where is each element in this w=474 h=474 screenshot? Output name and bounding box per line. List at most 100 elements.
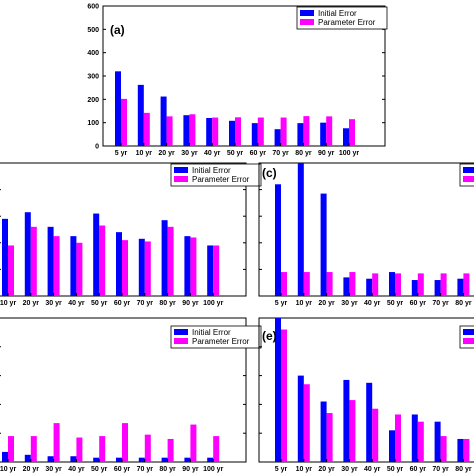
x-tick-label: 90 yr bbox=[182, 300, 199, 307]
initial-error-bar bbox=[137, 84, 144, 146]
x-tick-label: 70 yr bbox=[432, 300, 449, 307]
legend-swatch bbox=[300, 10, 314, 16]
initial-error-bar bbox=[161, 457, 168, 462]
initial-error-bar bbox=[70, 456, 77, 462]
y-tick-label: 0 bbox=[95, 144, 99, 151]
x-tick-label: 30 yr bbox=[341, 300, 358, 307]
legend-box bbox=[170, 163, 262, 187]
parameter-error-bar bbox=[167, 438, 174, 462]
x-tick-label: 70 yr bbox=[137, 466, 154, 473]
initial-error-bar bbox=[184, 457, 191, 462]
parameter-error-bar bbox=[213, 245, 220, 296]
parameter-error-bar bbox=[30, 436, 37, 462]
parameter-error-bar bbox=[395, 273, 401, 296]
parameter-error-bar bbox=[190, 424, 197, 462]
x-tick-label: 80 yr bbox=[455, 466, 472, 473]
x-tick-label: 60 yr bbox=[114, 466, 131, 473]
initial-error-bar bbox=[320, 122, 327, 146]
parameter-error-bar bbox=[121, 98, 127, 146]
y-tick-label: 600 bbox=[87, 4, 99, 11]
initial-error-bar bbox=[229, 120, 235, 146]
x-tick-label: 10 yr bbox=[296, 466, 313, 473]
parameter-error-bar bbox=[349, 400, 356, 462]
x-tick-label: 60 yr bbox=[410, 300, 427, 307]
legend-swatch bbox=[463, 329, 474, 335]
x-tick-label: 60 yr bbox=[250, 150, 267, 157]
initial-error-bar bbox=[297, 375, 304, 462]
panel-d: 10 yr 20 yr 30 yr 40 yr 50 yr 60 yr 70 yr 80 yr… bbox=[0, 317, 262, 473]
legend-label: Parameter Error bbox=[318, 18, 376, 27]
parameter-error-bar bbox=[8, 436, 14, 462]
x-tick-label: 70 yr bbox=[432, 466, 449, 473]
initial-error-bar bbox=[2, 218, 8, 296]
initial-error-bar bbox=[343, 128, 349, 146]
legend-label: Initial Error bbox=[192, 166, 231, 175]
x-tick-label: 5 yr bbox=[115, 150, 128, 157]
initial-error-bar bbox=[47, 226, 54, 296]
legend-swatch bbox=[174, 338, 188, 344]
parameter-error-bar bbox=[122, 423, 128, 462]
initial-error-bar bbox=[389, 272, 395, 296]
parameter-error-bar bbox=[167, 226, 174, 296]
parameter-error-bar bbox=[303, 384, 310, 462]
legend-swatch bbox=[174, 329, 188, 335]
parameter-error-bar bbox=[326, 272, 333, 296]
parameter-error-bar bbox=[463, 438, 470, 462]
parameter-error-bar bbox=[53, 236, 60, 296]
x-tick-label: 5 yr bbox=[275, 466, 288, 473]
parameter-error-bar bbox=[463, 273, 470, 296]
initial-error-bar bbox=[24, 454, 31, 462]
initial-error-bar bbox=[275, 184, 281, 296]
initial-error-bar bbox=[343, 379, 350, 462]
parameter-error-bar bbox=[76, 437, 83, 462]
panel-e: 5 yr 10 yr 20 yr 30 yr 40 yr 50 yr 60 yr 70 yr 8… bbox=[258, 317, 474, 473]
parameter-error-bar bbox=[326, 413, 333, 462]
legend-swatch bbox=[463, 338, 474, 344]
initial-error-bar bbox=[138, 238, 145, 296]
parameter-error-bar bbox=[99, 225, 106, 296]
initial-error-bar bbox=[206, 118, 213, 146]
x-tick-label: 60 yr bbox=[114, 300, 131, 307]
legend-box bbox=[170, 325, 262, 349]
initial-error-bar bbox=[2, 451, 8, 462]
x-tick-label: 50 yr bbox=[387, 466, 404, 473]
initial-error-bar bbox=[457, 438, 464, 462]
parameter-error-bar bbox=[372, 273, 379, 296]
initial-error-bar bbox=[207, 457, 214, 462]
initial-error-bar bbox=[161, 220, 168, 296]
parameter-error-bar bbox=[281, 272, 287, 296]
x-tick-label: 80 yr bbox=[159, 466, 176, 473]
x-tick-label: 70 yr bbox=[272, 150, 289, 157]
legend-label: Parameter Error bbox=[192, 175, 250, 184]
legend-swatch bbox=[174, 176, 188, 182]
parameter-error-bar bbox=[212, 117, 219, 146]
initial-error-bar bbox=[297, 123, 304, 146]
x-tick-label: 50 yr bbox=[227, 150, 244, 157]
parameter-error-bar bbox=[280, 117, 287, 146]
parameter-error-bar bbox=[303, 272, 310, 296]
x-tick-label: 80 yr bbox=[295, 150, 312, 157]
initial-error-bar bbox=[434, 280, 441, 296]
x-tick-label: 60 yr bbox=[410, 466, 427, 473]
parameter-error-bar bbox=[99, 436, 106, 462]
x-tick-label: 30 yr bbox=[45, 466, 62, 473]
initial-error-bar bbox=[274, 129, 281, 146]
x-tick-label: 20 yr bbox=[23, 300, 40, 307]
panel-a: 0 100 200 300 400 500 600 5 yr 10 yr 20 yr 30 yr 40… bbox=[87, 4, 388, 157]
parameter-error-bar bbox=[440, 273, 447, 296]
legend-label: Parameter Error bbox=[192, 337, 250, 346]
parameter-error-bar bbox=[166, 116, 173, 146]
parameter-error-bar bbox=[122, 240, 128, 296]
parameter-error-bar bbox=[372, 408, 379, 462]
initial-error-bar bbox=[411, 280, 418, 296]
initial-error-bar bbox=[183, 115, 190, 146]
x-tick-label: 100 yr bbox=[339, 150, 360, 157]
x-tick-label: 50 yr bbox=[91, 300, 108, 307]
initial-error-bar bbox=[251, 123, 258, 146]
parameter-error-bar bbox=[30, 226, 37, 296]
